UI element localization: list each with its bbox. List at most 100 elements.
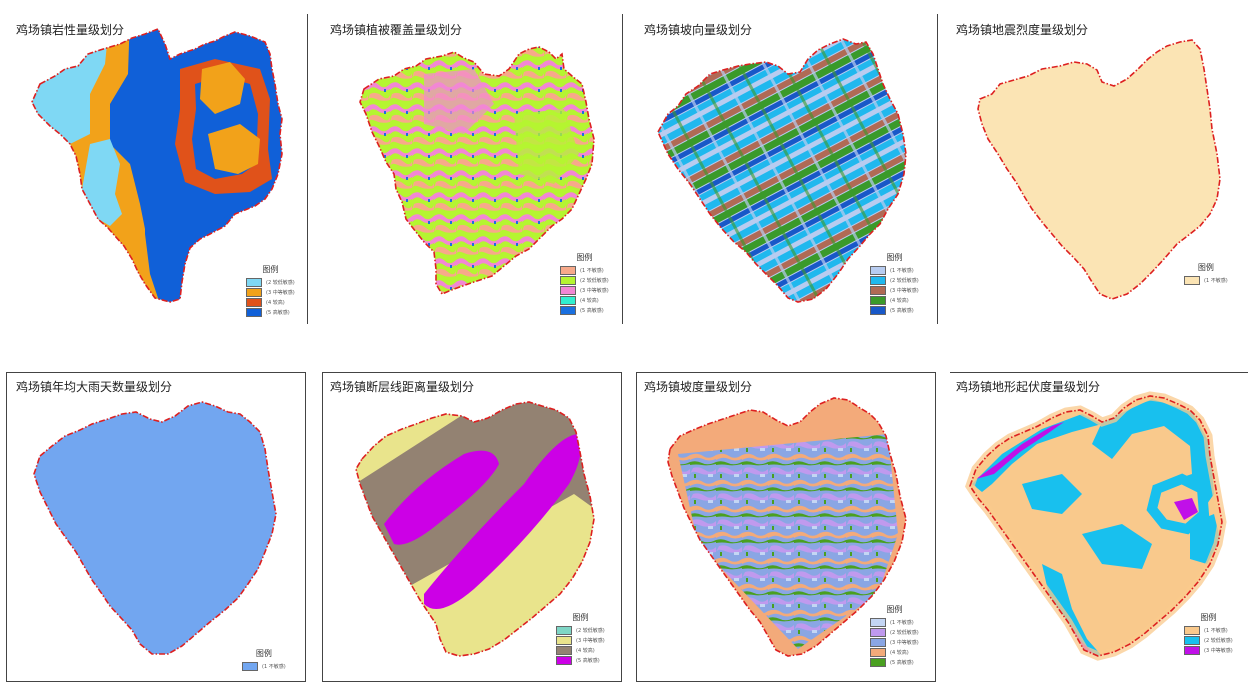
legend-label: (5 高敏感) (266, 309, 290, 316)
class-region-1 (33, 401, 277, 655)
legend-label: (4 较高) (266, 299, 285, 306)
legend-swatch (242, 661, 258, 671)
divider-line (307, 14, 308, 324)
legend-label: (3 中等敏感) (580, 287, 609, 294)
legend-item: (3 中等敏感) (870, 285, 919, 295)
class-region-2 (514, 109, 579, 184)
legend-swatch (246, 297, 262, 307)
legend-title: 图例 (262, 265, 279, 274)
legend-item: (2 较低敏感) (560, 275, 609, 285)
legend-swatch (556, 635, 572, 645)
legend-title: 图例 (572, 613, 589, 622)
legend-label: (2 较低敏感) (890, 629, 919, 636)
map-legend: 图例 (1 不敏感) (2 较低敏感) (3 中等敏感) (4 较高) (5 高… (870, 252, 919, 315)
legend-label: (3 中等敏感) (890, 287, 919, 294)
legend-swatch (1184, 645, 1200, 655)
legend-label: (2 较低敏感) (580, 277, 609, 284)
legend-item: (1 不敏感) (870, 617, 919, 627)
legend-label: (1 不敏感) (890, 619, 914, 626)
legend-swatch (870, 637, 886, 647)
legend-label: (1 不敏感) (1204, 277, 1228, 284)
legend-item: (4 较高) (556, 645, 605, 655)
class-region-1 (977, 39, 1221, 300)
map-title: 鸡场镇岩性量级划分 (16, 23, 125, 37)
map-canvas (977, 39, 1221, 300)
map-title: 鸡场镇断层线距离量级划分 (330, 380, 475, 394)
legend-title: 图例 (576, 253, 593, 262)
class-region-5 (424, 434, 582, 609)
map-panel-rainfall: 鸡场镇年均大雨天数量级划分 图例 (1 不敏感) (10, 374, 302, 678)
map-legend: 图例 (1 不敏感) (242, 648, 286, 671)
legend-swatch (246, 307, 262, 317)
legend-item: (3 中等敏感) (556, 635, 605, 645)
legend-swatch (556, 655, 572, 665)
map-panel-vegetation: 鸡场镇植被覆盖量级划分 图例 (1 不敏感) (2 较低敏感) (3 中等敏感)… (324, 14, 620, 326)
legend-swatch (870, 617, 886, 627)
map-panel-relief: 鸡场镇地形起伏度量级划分 图例 (1 不敏感) (2 较低敏感) (3 中等敏感… (952, 374, 1248, 678)
legend-title: 图例 (1200, 613, 1217, 622)
legend-title: 图例 (886, 253, 903, 262)
legend-swatch (870, 627, 886, 637)
legend-label: (3 中等敏感) (890, 639, 919, 646)
map-canvas (33, 401, 277, 655)
frame-box (6, 372, 306, 682)
class-region-3 (424, 69, 494, 134)
legend-swatch (870, 657, 886, 667)
legend-label: (3 中等敏感) (576, 637, 605, 644)
map-title: 鸡场镇坡度量级划分 (644, 380, 753, 394)
legend-item: (3 中等敏感) (870, 637, 919, 647)
legend-item: (1 不敏感) (560, 265, 609, 275)
legend-swatch (560, 295, 576, 305)
legend-label: (4 较高) (580, 297, 599, 304)
class-region-3 (208, 124, 260, 174)
legend-item: (2 较低敏感) (870, 627, 919, 637)
legend-swatch (560, 305, 576, 315)
map-legend: 图例 (2 较低敏感) (3 中等敏感) (4 较高) (5 高敏感) (556, 612, 605, 665)
legend-label: (5 高敏感) (580, 307, 604, 314)
legend-label: (5 高敏感) (890, 307, 914, 314)
map-legend: 图例 (1 不敏感) (2 较低敏感) (3 中等敏感) (4 较高) (5 高… (870, 604, 919, 667)
legend-swatch (1184, 275, 1200, 285)
legend-swatch (870, 647, 886, 657)
legend-swatch (870, 295, 886, 305)
class-region-5 (384, 450, 499, 545)
legend-item: (3 中等敏感) (560, 285, 609, 295)
legend-swatch (556, 645, 572, 655)
legend-swatch (1184, 635, 1200, 645)
legend-item: (5 高敏感) (870, 657, 919, 667)
map-legend: 图例 (1 不敏感) (1184, 262, 1228, 285)
map-canvas (31, 28, 283, 303)
legend-item: (1 不敏感) (242, 661, 286, 671)
legend-swatch (246, 287, 262, 297)
map-legend: 图例 (2 较低敏感) (3 中等敏感) (4 较高) (5 高敏感) (246, 264, 295, 317)
legend-swatch (246, 277, 262, 287)
legend-item: (1 不敏感) (1184, 625, 1233, 635)
legend-label: (1 不敏感) (1204, 627, 1228, 634)
legend-item: (2 较低敏感) (1184, 635, 1233, 645)
legend-label: (2 较低敏感) (890, 277, 919, 284)
map-legend: 图例 (1 不敏感) (2 较低敏感) (3 中等敏感) (4 较高) (5 高… (560, 252, 609, 315)
legend-label: (4 较高) (890, 649, 909, 656)
map-panel-lithology: 鸡场镇岩性量级划分 图例 (2 较低敏感) (3 中等敏感) (4 较高) (5… (10, 14, 306, 326)
legend-label: (2 较低敏感) (576, 627, 605, 634)
map-canvas (657, 38, 907, 303)
map-panel-slope: 鸡场镇坡度量级划分 图例 (1 不敏感) (2 较低敏感) (3 中等敏感) (… (638, 374, 930, 678)
legend-swatch (1184, 625, 1200, 635)
divider-line (622, 14, 623, 324)
legend-label: (4 较高) (576, 647, 595, 654)
class-region-2 (1042, 564, 1102, 656)
legend-title: 图例 (255, 649, 272, 658)
map-panel-aspect: 鸡场镇坡向量级划分 图例 (1 不敏感) (2 较低敏感) (3 中等敏感) (… (638, 14, 934, 326)
map-title: 鸡场镇坡向量级划分 (644, 23, 753, 37)
map-title: 鸡场镇地形起伏度量级划分 (956, 380, 1101, 394)
class-region-3 (356, 404, 464, 504)
legend-item: (5 高敏感) (560, 305, 609, 315)
legend-title: 图例 (1197, 263, 1214, 272)
divider-line (937, 14, 938, 324)
legend-label: (5 高敏感) (890, 659, 914, 666)
legend-item: (5 高敏感) (246, 307, 295, 317)
legend-label: (3 中等敏感) (266, 289, 295, 296)
legend-item: (5 高敏感) (870, 305, 919, 315)
frame-box (950, 372, 1248, 681)
class-region-2 (82, 139, 122, 226)
